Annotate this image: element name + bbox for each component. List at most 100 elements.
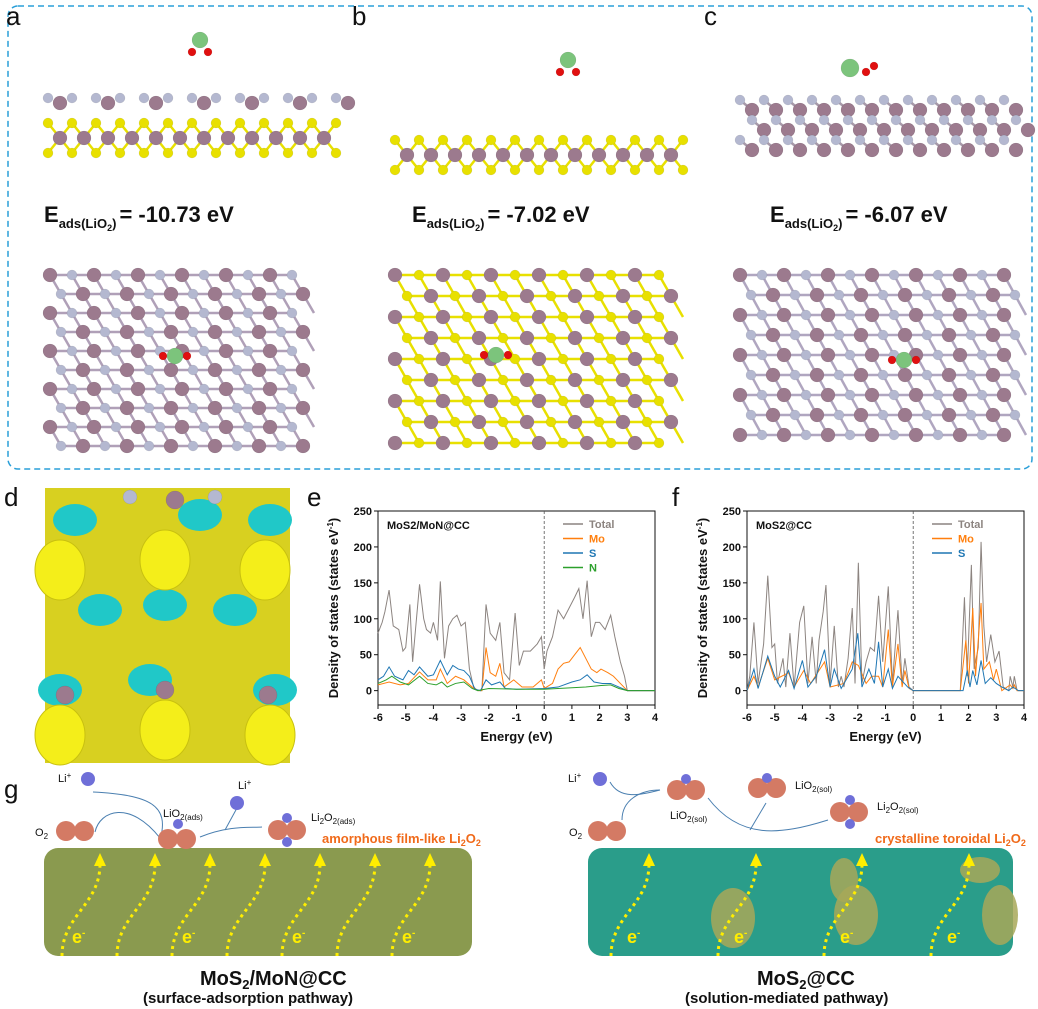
mo-atom: [809, 327, 825, 343]
x-tick-label: 4: [652, 712, 659, 724]
s-atom: [533, 164, 545, 176]
li-plus-label: Li+: [58, 771, 72, 785]
mo-atom: [495, 147, 511, 163]
s-atom: [605, 134, 617, 146]
lattice-atom: [745, 329, 757, 341]
mo-atom: [207, 438, 223, 454]
y-tick-label: 0: [366, 686, 372, 698]
n-atom: [806, 134, 818, 146]
n-atom: [890, 114, 902, 126]
mo-atom: [218, 381, 234, 397]
lattice-atom: [110, 421, 122, 433]
lattice-atom: [605, 395, 617, 407]
lattice-atom: [461, 437, 473, 449]
mo-atom: [100, 95, 116, 111]
mo-atom: [663, 147, 679, 163]
mo-atom: [952, 307, 968, 323]
mo-atom: [579, 309, 595, 325]
electron-path-arrow: [822, 863, 864, 957]
lattice-atom: [557, 353, 569, 365]
o-atom: [911, 355, 921, 365]
n-atom: [806, 94, 818, 106]
mo-atom: [165, 490, 185, 510]
lattice-atom: [154, 421, 166, 433]
lattice-atom: [844, 429, 856, 441]
mo-atom: [316, 130, 332, 146]
arrow-head-icon: [856, 853, 868, 866]
n-atom: [282, 92, 294, 104]
mo-atom: [207, 400, 223, 416]
dos-chart-mos2-mon: -6 -5 -4 -3 -2 -1 0 1 2 3 4 0 50 100 150 200 250 Energy (…: [326, 506, 659, 744]
mo-atom: [471, 288, 487, 304]
lattice-atom: [449, 374, 461, 386]
lattice-atom: [413, 395, 425, 407]
lattice-atom: [286, 269, 298, 281]
lattice-atom: [641, 290, 653, 302]
x-tick-label: 3: [993, 712, 999, 724]
mo-atom: [952, 267, 968, 283]
lattice-atom: [976, 389, 988, 401]
mo-atom: [853, 367, 869, 383]
fiber-mos2-mon: [44, 848, 472, 956]
lattice-atom: [401, 416, 413, 428]
s-atom: [557, 134, 569, 146]
mo-atom: [130, 267, 146, 283]
mo-atom: [864, 142, 880, 158]
mo-atom: [776, 427, 792, 443]
mo-atom: [387, 309, 403, 325]
electron-label: e-: [402, 927, 415, 947]
s-atom: [437, 164, 449, 176]
lattice-atom: [413, 311, 425, 323]
mo-atom: [244, 130, 260, 146]
n-atom: [114, 92, 126, 104]
arrow-head-icon: [963, 853, 975, 866]
lattice-atom: [789, 329, 801, 341]
mo-atom: [155, 680, 175, 700]
lattice-atom: [1009, 289, 1021, 301]
s-atom: [90, 117, 102, 129]
n-atom: [794, 114, 806, 126]
y-tick-label: 100: [354, 614, 372, 626]
x-tick-label: 2: [966, 712, 972, 724]
n-atom: [758, 134, 770, 146]
x-tick-label: -6: [742, 712, 752, 724]
structure-a-side-view: [42, 31, 356, 159]
lattice-atom: [888, 389, 900, 401]
mo-atom: [163, 362, 179, 378]
n-atom: [854, 134, 866, 146]
lattice-atom: [557, 311, 569, 323]
mo-atom: [864, 347, 880, 363]
n-atom: [902, 94, 914, 106]
mo-atom: [519, 288, 535, 304]
mo-atom: [567, 372, 583, 388]
mo-atom: [423, 414, 439, 430]
mo-atom: [262, 343, 278, 359]
n-atom: [842, 114, 854, 126]
lattice-atom: [99, 326, 111, 338]
lio2-ads-icon: [158, 829, 178, 849]
s-atom: [162, 147, 174, 159]
lattice-atom: [231, 364, 243, 376]
mo-atom: [387, 393, 403, 409]
legend-label: N: [589, 563, 597, 575]
lattice-atom: [198, 421, 210, 433]
lattice-atom: [231, 440, 243, 452]
lattice-atom: [965, 289, 977, 301]
s-atom: [461, 164, 473, 176]
panel-label-g: g: [4, 774, 18, 804]
mo-atom: [579, 435, 595, 451]
s-atom: [677, 134, 689, 146]
y-tick-label: 250: [354, 506, 372, 518]
mo-atom: [840, 142, 856, 158]
mo-atom: [912, 142, 928, 158]
product-note-amorphous: amorphous film-like Li2O2: [322, 831, 481, 848]
lattice-atom: [789, 369, 801, 381]
lattice-atom: [231, 288, 243, 300]
s-atom: [629, 134, 641, 146]
lattice-atom: [545, 374, 557, 386]
lattice-atom: [756, 349, 768, 361]
charge-accumulation-region: [239, 539, 291, 601]
mo-atom: [262, 419, 278, 435]
mo-atom: [174, 305, 190, 321]
